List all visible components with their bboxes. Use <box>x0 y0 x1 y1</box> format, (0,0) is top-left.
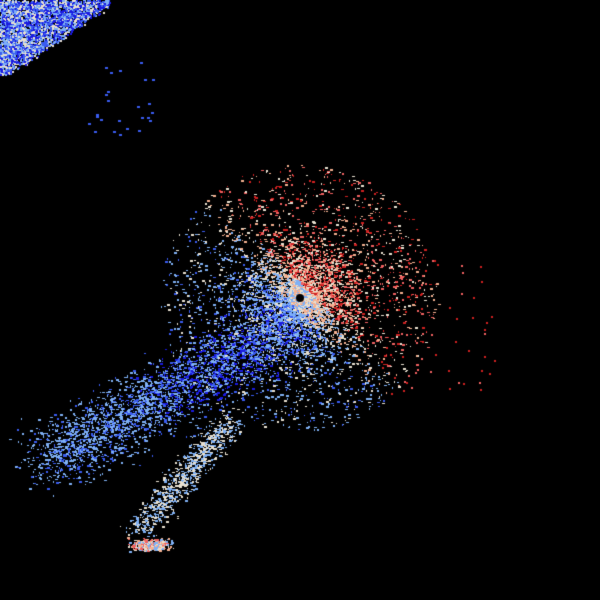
radar-velocity-image <box>0 0 600 600</box>
